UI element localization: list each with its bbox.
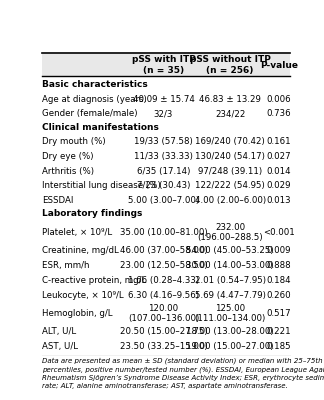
- Text: 0.221: 0.221: [267, 328, 291, 336]
- Text: Age at diagnosis (years): Age at diagnosis (years): [42, 95, 146, 104]
- Text: pSS without ITP
(n = 256): pSS without ITP (n = 256): [190, 55, 271, 75]
- Text: 0.029: 0.029: [267, 182, 291, 190]
- Text: 120.00
(107.00–136.00): 120.00 (107.00–136.00): [128, 304, 199, 323]
- Text: Hemoglobin, g/L: Hemoglobin, g/L: [42, 309, 112, 318]
- Text: 0.014: 0.014: [267, 167, 291, 176]
- Text: 0.888: 0.888: [267, 261, 291, 270]
- Text: 20.50 (15.00–27.75): 20.50 (15.00–27.75): [120, 328, 207, 336]
- Text: 0.184: 0.184: [267, 276, 291, 285]
- Text: 46.83 ± 13.29: 46.83 ± 13.29: [199, 95, 261, 104]
- Text: 0.260: 0.260: [267, 290, 291, 300]
- Text: Leukocyte, × 10⁹/L: Leukocyte, × 10⁹/L: [42, 290, 123, 300]
- Text: AST, U/L: AST, U/L: [42, 342, 78, 351]
- Text: Data are presented as mean ± SD (standard deviation) or median with 25–75th
perc: Data are presented as mean ± SD (standar…: [42, 358, 324, 389]
- Text: Interstitial lung disease (%): Interstitial lung disease (%): [42, 182, 160, 190]
- Text: Creatinine, mg/dL: Creatinine, mg/dL: [42, 246, 119, 255]
- Text: 0.009: 0.009: [267, 246, 291, 255]
- Text: 35.00 (10.00–81.00): 35.00 (10.00–81.00): [120, 228, 207, 237]
- Text: 46.00 (37.00–58.00): 46.00 (37.00–58.00): [120, 246, 207, 255]
- Text: Gender (female/male): Gender (female/male): [42, 110, 137, 118]
- Text: Platelet, × 10⁹/L: Platelet, × 10⁹/L: [42, 228, 112, 237]
- Text: 0.736: 0.736: [267, 110, 291, 118]
- Text: 130/240 (54.17): 130/240 (54.17): [195, 152, 265, 161]
- Text: 0.161: 0.161: [267, 137, 291, 146]
- Text: 32/3: 32/3: [154, 110, 173, 118]
- Text: 122/222 (54.95): 122/222 (54.95): [195, 182, 265, 190]
- Text: 30.00 (14.00–53.00): 30.00 (14.00–53.00): [186, 261, 274, 270]
- Text: 125.00
(111.00–134.00): 125.00 (111.00–134.00): [194, 304, 266, 323]
- Text: 0.006: 0.006: [267, 95, 291, 104]
- Text: P-value: P-value: [260, 61, 298, 70]
- Text: 18.00 (13.00–28.00): 18.00 (13.00–28.00): [186, 328, 274, 336]
- Text: ALT, U/L: ALT, U/L: [42, 328, 76, 336]
- Text: Laboratory findings: Laboratory findings: [42, 210, 142, 218]
- Text: 54.00 (45.00–53.25): 54.00 (45.00–53.25): [186, 246, 274, 255]
- Text: 0.013: 0.013: [267, 196, 291, 205]
- Text: 0.027: 0.027: [267, 152, 291, 161]
- Text: 19/33 (57.58): 19/33 (57.58): [134, 137, 193, 146]
- Text: 234/22: 234/22: [215, 110, 245, 118]
- Text: Clinical manifestations: Clinical manifestations: [42, 123, 159, 132]
- Text: 6/35 (17.14): 6/35 (17.14): [137, 167, 190, 176]
- Text: 7/23 (30.43): 7/23 (30.43): [137, 182, 190, 190]
- Text: 169/240 (70.42): 169/240 (70.42): [195, 137, 265, 146]
- Text: Dry mouth (%): Dry mouth (%): [42, 137, 105, 146]
- Text: 0.185: 0.185: [267, 342, 291, 351]
- Text: 5.69 (4.47–7.79): 5.69 (4.47–7.79): [195, 290, 266, 300]
- Text: 40.09 ± 15.74: 40.09 ± 15.74: [133, 95, 194, 104]
- Text: 11/33 (33.33): 11/33 (33.33): [134, 152, 193, 161]
- Text: 6.30 (4.16–9.56): 6.30 (4.16–9.56): [128, 290, 199, 300]
- Text: Dry eye (%): Dry eye (%): [42, 152, 93, 161]
- Text: Basic characteristics: Basic characteristics: [42, 80, 147, 89]
- Text: pSS with ITP
(n = 35): pSS with ITP (n = 35): [132, 55, 195, 75]
- Text: 23.00 (12.50–58.50): 23.00 (12.50–58.50): [120, 261, 207, 270]
- Text: <0.001: <0.001: [263, 228, 295, 237]
- Text: 1.66 (0.28–4.33): 1.66 (0.28–4.33): [128, 276, 199, 285]
- Text: 5.00 (3.00–7.00): 5.00 (3.00–7.00): [128, 196, 199, 205]
- Text: 97/248 (39.11): 97/248 (39.11): [198, 167, 262, 176]
- Text: Arthritis (%): Arthritis (%): [42, 167, 94, 176]
- Text: 2.01 (0.54–7.95): 2.01 (0.54–7.95): [195, 276, 266, 285]
- Text: 232.00
(196.00–288.5): 232.00 (196.00–288.5): [197, 223, 263, 242]
- Text: 4.00 (2.00–6.00): 4.00 (2.00–6.00): [194, 196, 266, 205]
- Text: C-reactive protein, mg/L: C-reactive protein, mg/L: [42, 276, 146, 285]
- Text: 0.517: 0.517: [267, 309, 291, 318]
- Text: 23.50 (33.25–15.00): 23.50 (33.25–15.00): [120, 342, 207, 351]
- Text: ESR, mm/h: ESR, mm/h: [42, 261, 89, 270]
- Text: ESSDAI: ESSDAI: [42, 196, 73, 205]
- Text: 19.00 (15.00–27.00): 19.00 (15.00–27.00): [186, 342, 274, 351]
- Bar: [42, 54, 290, 76]
